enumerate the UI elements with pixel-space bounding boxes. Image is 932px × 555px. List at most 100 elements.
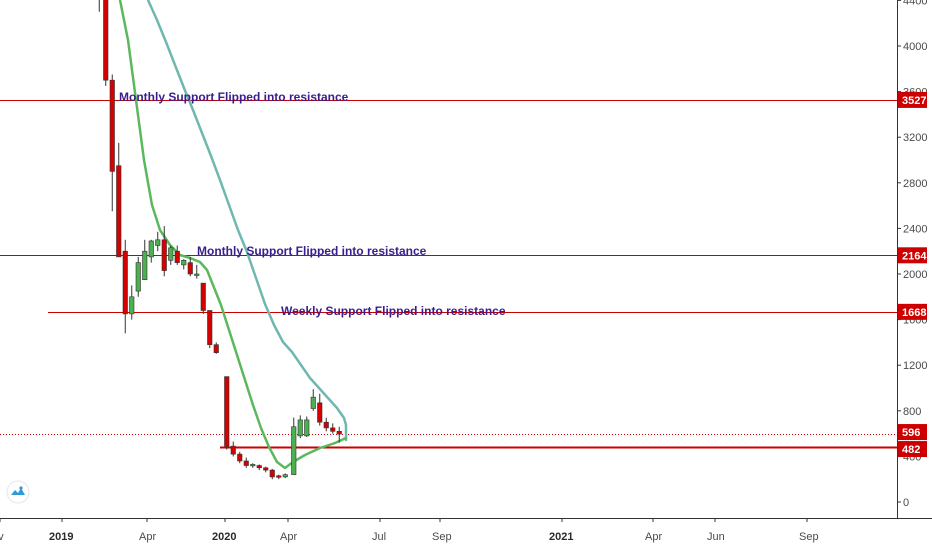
candle-body [276, 475, 282, 478]
candle-body [148, 240, 154, 258]
candle[interactable] [323, 417, 329, 432]
candle[interactable] [213, 342, 219, 354]
candle-body [256, 465, 262, 469]
candle[interactable] [237, 451, 243, 464]
candle[interactable] [155, 231, 161, 252]
candle[interactable] [187, 256, 193, 277]
candle-body [250, 464, 256, 467]
candle[interactable] [200, 282, 206, 314]
candle[interactable] [317, 393, 323, 426]
candle-body [330, 427, 336, 432]
x-tick-label: Jun [707, 531, 725, 543]
candle[interactable] [116, 142, 122, 258]
price-badge: 3527 [898, 91, 927, 108]
candle[interactable] [129, 285, 135, 320]
candle-body [142, 250, 148, 280]
x-tick-label: Sep [799, 531, 819, 543]
candle-body [263, 467, 269, 471]
candle[interactable] [174, 245, 180, 265]
price-badge-label: 2164 [902, 250, 927, 262]
candle-body [116, 165, 122, 258]
candle[interactable] [148, 239, 154, 263]
level-annotation: Weekly Support Flipped into resistance [281, 304, 506, 318]
candle-body [187, 262, 193, 275]
candle-body [161, 239, 167, 271]
x-tick-label: 2019 [49, 531, 73, 543]
x-tick-label: 2021 [549, 531, 573, 543]
candle[interactable] [135, 256, 141, 297]
tradingview-logo-icon[interactable] [6, 480, 30, 504]
x-tick-label: Sep [432, 531, 452, 543]
candle-body [194, 273, 200, 276]
candle-body [237, 453, 243, 462]
candle-body [207, 310, 213, 345]
candle[interactable] [194, 264, 200, 279]
x-tick-label: Jul [372, 531, 386, 543]
candle-body [122, 250, 128, 315]
x-tick-label: Apr [645, 531, 662, 543]
candle[interactable] [297, 415, 303, 439]
price-badge-label: 482 [902, 444, 920, 456]
candle-body [168, 247, 174, 261]
candle[interactable] [310, 389, 316, 411]
candle[interactable] [291, 417, 297, 475]
candle[interactable] [122, 239, 128, 334]
moving-average-line[interactable] [146, 0, 348, 442]
y-tick-label: 1200 [903, 360, 927, 372]
price-badge: 596 [898, 424, 927, 441]
x-axis: ov 2019 Apr 2020 Apr Jul Sep 2021 Apr Jun Sep [0, 518, 819, 543]
y-tick-label: 4000 [903, 41, 927, 53]
candle[interactable] [161, 226, 167, 277]
candle[interactable] [97, 0, 102, 12]
candle[interactable] [230, 441, 236, 457]
candle-body [200, 282, 206, 311]
y-tick-label: 2800 [903, 178, 927, 190]
price-badge-label: 1668 [902, 307, 926, 319]
candle-body [297, 419, 303, 437]
candle-body [109, 79, 115, 172]
candle-body [224, 376, 230, 447]
x-tick-label: Apr [139, 531, 156, 543]
candle-body [323, 421, 329, 429]
candle-body [155, 239, 161, 246]
candle-body [213, 344, 219, 353]
candle-body [282, 474, 288, 478]
x-tick-label: 2020 [212, 531, 236, 543]
level-annotation: Monthly Support Flipped into resistance [197, 244, 427, 258]
price-badge-label: 596 [902, 427, 920, 439]
candle-body [181, 260, 187, 266]
candle[interactable] [269, 468, 275, 480]
candle[interactable] [224, 376, 230, 450]
price-badge: 2164 [898, 247, 927, 264]
y-tick-label: 0 [903, 497, 909, 509]
price-badge: 482 [898, 441, 927, 458]
candle[interactable] [109, 74, 115, 212]
candle-body [243, 460, 249, 466]
candle[interactable] [243, 457, 249, 468]
x-tick-label: ov [0, 531, 4, 543]
candle[interactable] [276, 474, 282, 480]
candle[interactable] [168, 245, 174, 265]
price-badge: 1668 [898, 303, 927, 320]
candle[interactable] [207, 310, 213, 349]
x-tick-label: Apr [280, 531, 297, 543]
candle[interactable] [263, 466, 269, 473]
y-tick-label: 2000 [903, 269, 927, 281]
candle-body [103, 0, 109, 81]
candle[interactable] [336, 426, 342, 443]
candle[interactable] [142, 239, 148, 280]
candle[interactable] [304, 416, 310, 438]
y-tick-label: 2400 [903, 223, 927, 235]
price-badge-label: 3527 [902, 95, 926, 107]
candle[interactable] [330, 423, 336, 434]
candle[interactable] [250, 463, 256, 468]
candle[interactable] [103, 0, 109, 86]
candle[interactable] [181, 259, 187, 270]
candle[interactable] [256, 464, 262, 471]
candle[interactable] [282, 473, 288, 479]
candle-body [269, 469, 275, 478]
candle-body [317, 402, 323, 423]
candle-body [304, 419, 310, 437]
